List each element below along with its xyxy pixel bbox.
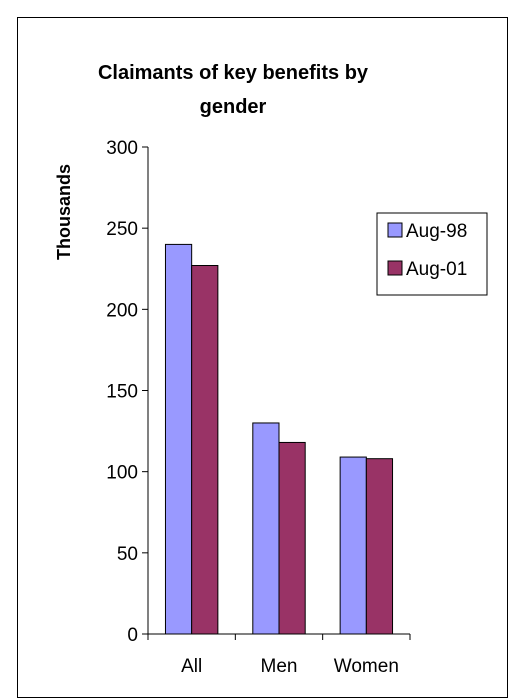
bar-aug-98-women (339, 456, 367, 635)
legend-label: Aug-01 (406, 259, 467, 280)
bar-aug-98-men (252, 422, 280, 635)
x-ticks-group: All Men Women (147, 634, 411, 677)
bar-aug-01-men (278, 441, 306, 635)
bar-aug-01-women (365, 458, 394, 635)
y-axis-label: Thousands (54, 164, 74, 260)
bars-group (164, 243, 394, 635)
legend-swatch (387, 222, 403, 238)
x-tick-label: Women (334, 656, 399, 677)
y-ticks-group: 0 50 100 150 200 250 300 (106, 138, 148, 646)
x-tick-label: All (181, 656, 202, 677)
y-tick-label: 150 (106, 382, 138, 403)
chart-title-line-2: gender (200, 96, 267, 118)
bar-aug-01-all (191, 265, 219, 635)
legend-label: Aug-98 (406, 221, 467, 242)
legend-swatch (387, 260, 403, 276)
legend: Aug-98 Aug-01 (376, 212, 488, 296)
y-tick-label: 250 (106, 219, 138, 240)
chart-title-line-1: Claimants of key benefits by (98, 62, 369, 84)
y-tick-label: 300 (106, 138, 138, 159)
y-tick-label: 100 (106, 463, 138, 484)
y-tick-label: 0 (127, 625, 138, 646)
bar-aug-98-all (164, 243, 193, 635)
y-tick-label: 200 (106, 300, 138, 321)
x-tick-label: Men (261, 656, 298, 677)
y-tick-label: 50 (117, 544, 138, 565)
